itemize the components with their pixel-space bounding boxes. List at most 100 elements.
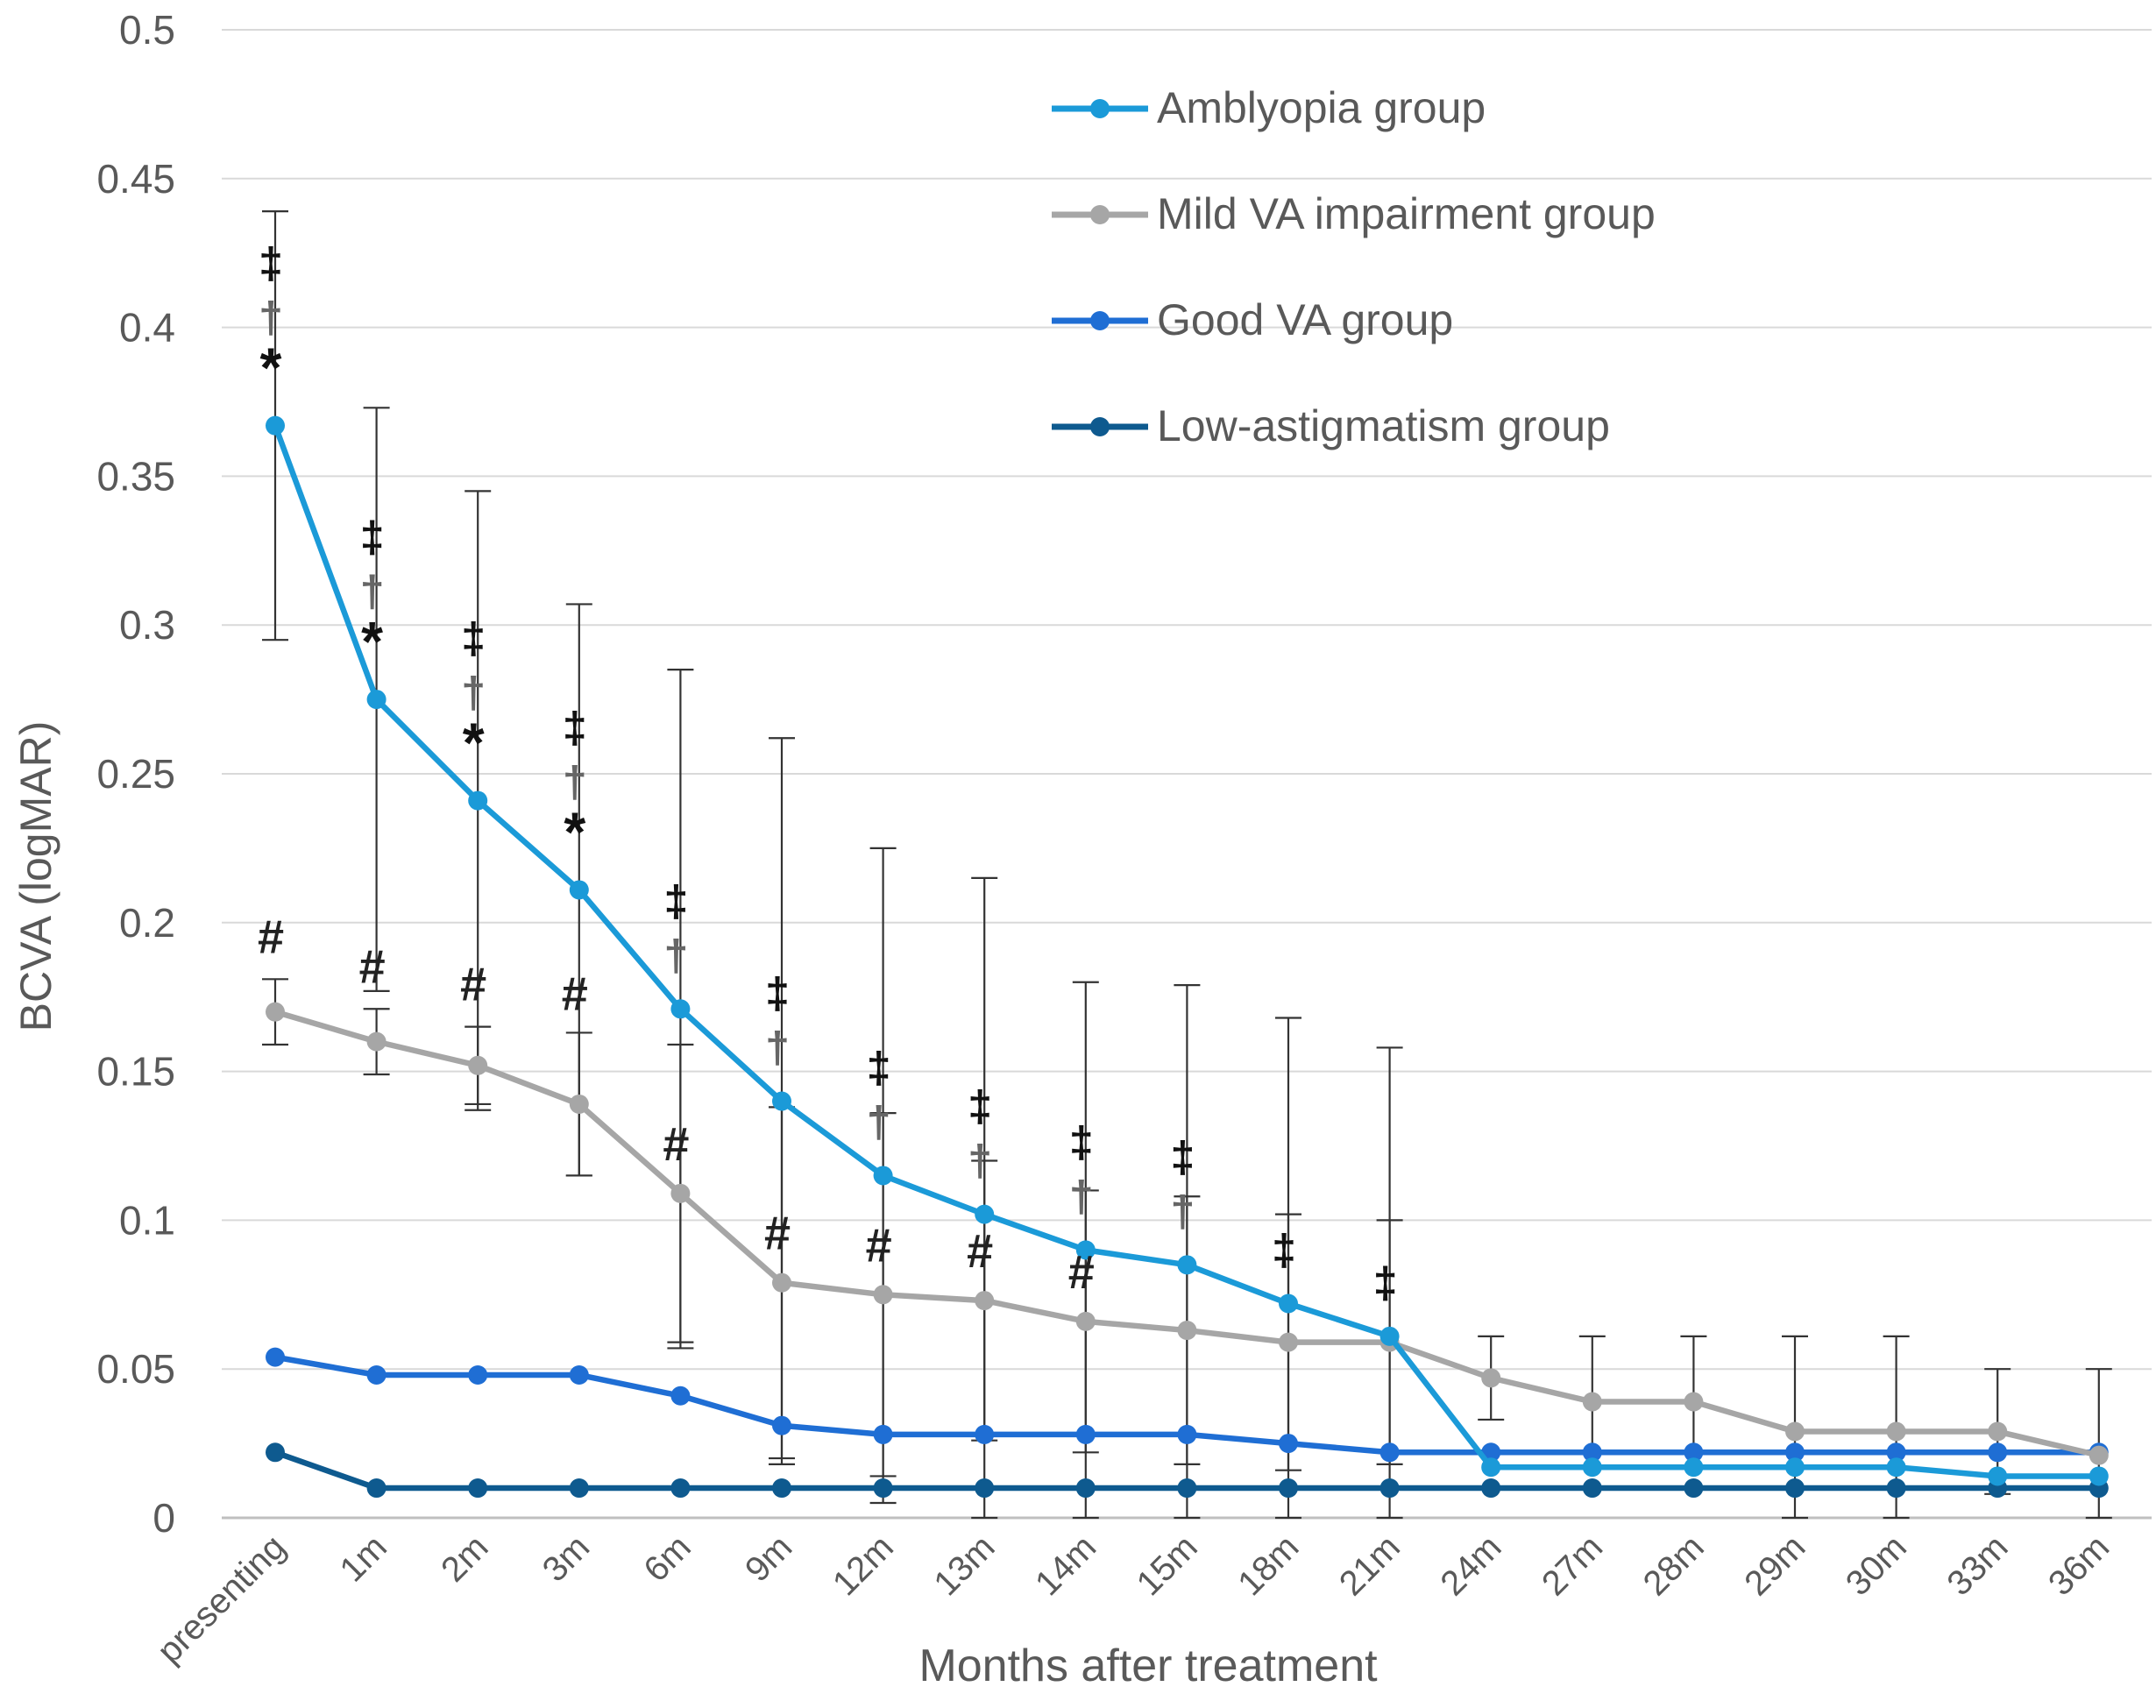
- data-point: [1379, 1326, 1400, 1346]
- significance-marker: †: [461, 669, 486, 718]
- y-tick-label: 0.05: [96, 1346, 175, 1392]
- data-point: [873, 1424, 893, 1444]
- data-point: [772, 1091, 791, 1111]
- data-point: [1886, 1421, 1906, 1442]
- data-point: [266, 415, 285, 436]
- significance-marker: †: [867, 1097, 891, 1146]
- significance-marker: #: [460, 959, 486, 1011]
- data-point: [975, 1424, 995, 1444]
- significance-marker: #: [258, 911, 284, 963]
- data-point: [569, 1094, 589, 1114]
- legend: Amblyopia group Mild VA impairment group G…: [1052, 83, 1656, 450]
- data-point: [1075, 1478, 1096, 1499]
- significance-marker: ‡: [867, 1043, 891, 1092]
- significance-marker: †: [360, 567, 385, 616]
- legend-swatch-marker: [1090, 99, 1110, 118]
- y-tick-label: 0.35: [96, 453, 175, 499]
- legend-label: Low-astigmatism group: [1157, 401, 1610, 450]
- legend-swatch-marker: [1090, 311, 1110, 330]
- y-tick-label: 0: [152, 1495, 175, 1541]
- x-tick-label: 14m: [1028, 1527, 1103, 1603]
- data-point: [366, 690, 387, 710]
- significance-marker: †: [1069, 1172, 1094, 1221]
- data-point: [670, 1386, 691, 1406]
- significance-marker: †: [1170, 1187, 1195, 1236]
- significance-marker: #: [967, 1225, 993, 1278]
- data-point: [1988, 1421, 2008, 1442]
- data-point: [1785, 1457, 1805, 1478]
- data-point: [1075, 1240, 1096, 1260]
- data-point: [1379, 1442, 1400, 1463]
- significance-marker: #: [663, 1118, 689, 1171]
- data-point: [772, 1478, 791, 1499]
- data-point: [569, 1364, 589, 1385]
- data-point: [1279, 1293, 1298, 1314]
- gridlines: [222, 29, 2152, 1520]
- x-tick-label: 3m: [535, 1527, 597, 1589]
- data-point: [1582, 1392, 1602, 1412]
- data-point: [266, 1442, 285, 1463]
- y-tick-label: 0.45: [96, 156, 175, 202]
- data-point: [1177, 1321, 1197, 1341]
- y-tick-label: 0.2: [119, 900, 175, 946]
- data-point: [266, 1002, 285, 1022]
- data-point: [873, 1478, 893, 1499]
- significance-marker: ‡: [663, 876, 688, 925]
- x-tick-label: 30m: [1839, 1527, 1914, 1603]
- x-tick-label: 13m: [926, 1527, 1002, 1603]
- data-point: [873, 1166, 893, 1186]
- y-tick-label: 0.5: [119, 7, 175, 53]
- y-tick-label: 0.25: [96, 751, 175, 797]
- legend-label: Amblyopia group: [1157, 83, 1486, 132]
- data-point: [1279, 1478, 1298, 1499]
- significance-marker: *: [564, 800, 585, 863]
- legend-label: Good VA group: [1157, 295, 1453, 344]
- x-tick-label: 12m: [826, 1527, 901, 1603]
- data-point: [1481, 1457, 1501, 1478]
- x-tick-label: 2m: [434, 1527, 495, 1589]
- data-point: [975, 1478, 995, 1499]
- data-point: [1785, 1421, 1805, 1442]
- data-point: [266, 1347, 285, 1367]
- significance-marker: #: [562, 967, 588, 1020]
- data-point: [1684, 1392, 1704, 1412]
- x-tick-label: presenting: [150, 1527, 293, 1670]
- data-point: [670, 1478, 691, 1499]
- data-point: [1177, 1255, 1197, 1275]
- data-point: [1582, 1457, 1602, 1478]
- x-tick-label: 1m: [333, 1527, 394, 1589]
- data-point: [1279, 1434, 1298, 1454]
- significance-marker: †: [259, 294, 283, 343]
- significance-marker: ‡: [1272, 1225, 1296, 1274]
- data-point: [1684, 1478, 1704, 1499]
- data-point: [1075, 1424, 1096, 1444]
- data-point: [1988, 1442, 2008, 1463]
- legend-label: Mild VA impairment group: [1157, 189, 1656, 238]
- data-point: [366, 1364, 387, 1385]
- data-point: [670, 999, 691, 1019]
- significance-marker: #: [1068, 1246, 1095, 1299]
- x-tick-label: 28m: [1636, 1527, 1712, 1603]
- data-point: [975, 1204, 995, 1224]
- x-tick-label: 21m: [1332, 1527, 1408, 1603]
- significance-marker: †: [765, 1024, 790, 1073]
- data-point: [975, 1291, 995, 1311]
- significance-marker: #: [359, 940, 386, 993]
- x-axis-label: Months after treatment: [918, 1641, 1378, 1691]
- data-point: [1582, 1442, 1602, 1463]
- data-point: [569, 1478, 589, 1499]
- data-point: [468, 1478, 488, 1499]
- data-point: [1582, 1478, 1602, 1499]
- y-tick-label: 0.15: [96, 1049, 175, 1095]
- data-point: [1075, 1311, 1096, 1331]
- data-point: [1886, 1442, 1906, 1463]
- x-tick-label: 36m: [2041, 1527, 2117, 1603]
- data-point: [366, 1478, 387, 1499]
- x-tick-label: 27m: [1535, 1527, 1610, 1603]
- data-point: [2089, 1466, 2109, 1486]
- significance-marker: ‡: [360, 513, 385, 562]
- significance-marker: ‡: [259, 239, 283, 288]
- data-point: [468, 1055, 488, 1075]
- data-point: [468, 790, 488, 811]
